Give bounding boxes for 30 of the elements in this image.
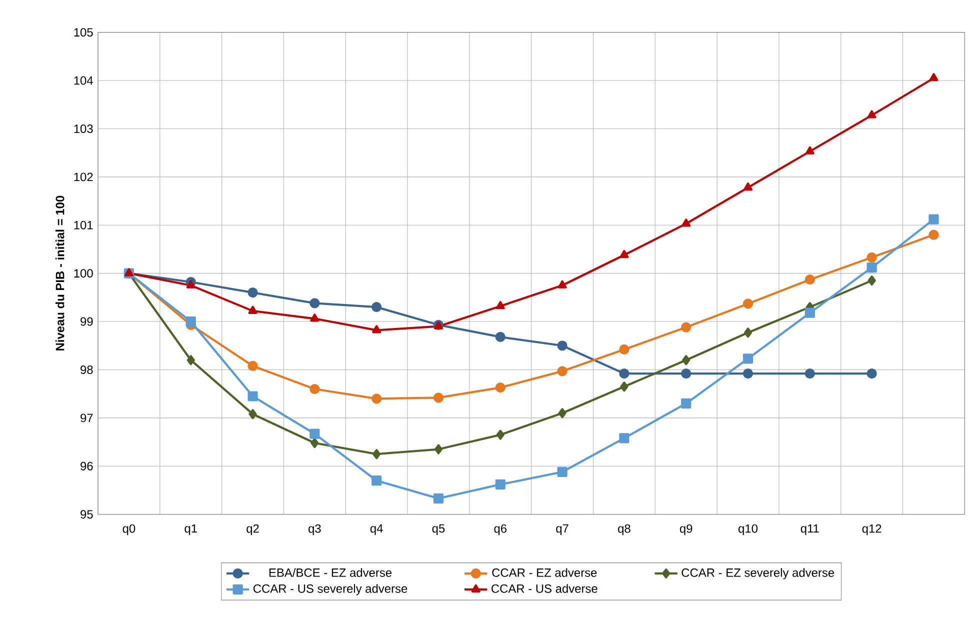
x-tick-label: q0 bbox=[122, 524, 136, 536]
y-tick-label: 95 bbox=[80, 510, 93, 518]
y-tick-label: 102 bbox=[74, 172, 93, 182]
legend-label: CCAR - US adverse bbox=[492, 584, 598, 593]
x-tick-label: q8 bbox=[618, 524, 630, 536]
y-tick-label: 100 bbox=[74, 268, 93, 278]
x-tick-label: q1 bbox=[184, 524, 197, 535]
legend-label: CCAR - EZ severely adverse bbox=[682, 568, 834, 580]
y-tick-label: 101 bbox=[74, 220, 93, 230]
legend-label: CCAR - EZ adverse bbox=[492, 568, 597, 577]
x-tick-label: q4 bbox=[370, 524, 383, 535]
y-tick-label: 96 bbox=[80, 462, 93, 470]
y-tick-label: 104 bbox=[74, 76, 93, 85]
y-tick-label: 98 bbox=[80, 365, 93, 374]
y-tick-label: 103 bbox=[74, 124, 93, 133]
x-tick-label: q12 bbox=[862, 524, 882, 536]
y-axis-title: Niveau du PIB - initial = 100 bbox=[55, 196, 64, 350]
x-tick-label: q3 bbox=[308, 524, 321, 536]
x-tick-label: q9 bbox=[680, 524, 692, 536]
x-tick-label: q5 bbox=[432, 524, 445, 535]
legend-label: CCAR - US severely adverse bbox=[253, 584, 408, 596]
x-tick-label: q2 bbox=[246, 524, 259, 536]
y-tick-label: 97 bbox=[80, 414, 93, 422]
x-tick-label: q11 bbox=[800, 524, 819, 535]
x-tick-label: q7 bbox=[556, 524, 568, 535]
y-tick-label: 105 bbox=[74, 28, 93, 36]
x-tick-label: q6 bbox=[494, 524, 507, 536]
x-tick-label: q10 bbox=[738, 524, 758, 536]
legend-label: EBA/BCE - EZ adverse bbox=[269, 568, 392, 577]
y-tick-label: 99 bbox=[80, 317, 93, 326]
